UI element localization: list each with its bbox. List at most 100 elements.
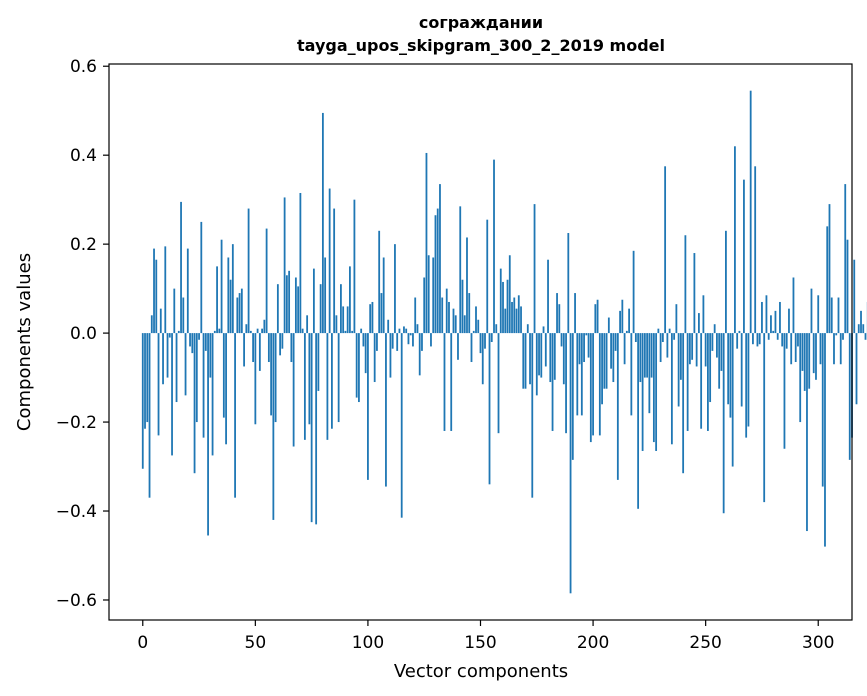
bar-124 [421,333,423,351]
bar-194 [578,333,581,365]
bar-166 [515,308,518,334]
bar-32 [213,330,216,334]
bar-18 [182,297,185,334]
bar-243 [688,333,691,365]
bar-180 [547,259,549,334]
bar-20 [186,248,189,334]
bar-251 [707,333,709,431]
bar-15 [175,333,178,403]
bar-148 [475,306,477,334]
bar-217 [630,333,633,416]
bar-94 [353,199,356,334]
bar-317 [855,333,858,405]
bar-90 [344,330,347,334]
bar-266 [740,333,743,407]
bar-43 [238,293,241,334]
bar-86 [335,315,338,334]
y-tick-label: −0.2 [56,413,97,433]
bar-182 [551,333,554,431]
bar-178 [542,326,545,334]
bar-31 [211,333,214,456]
bar-135 [445,288,448,334]
bar-311 [842,333,844,340]
bar-214 [623,333,626,365]
bar-312 [844,184,847,334]
bar-49 [252,333,254,363]
bar-308 [835,333,838,336]
bar-42 [236,297,239,334]
bar-239 [679,333,682,380]
bar-267 [743,179,745,334]
bar-64 [285,275,288,334]
bar-81 [324,257,327,334]
bar-301 [819,333,822,365]
bar-318 [857,324,860,334]
x-tick-label: 100 [352,633,384,653]
bar-141 [459,206,462,334]
bar-108 [385,333,387,487]
bar-75 [310,333,313,523]
bar-67 [292,333,295,447]
bar-273 [756,333,759,347]
bar-126 [425,152,428,334]
bar-215 [625,330,628,334]
bar-0 [141,333,144,469]
bar-46 [245,324,248,334]
bar-117 [405,328,408,334]
bar-187 [562,333,565,385]
bar-319 [860,310,862,334]
bar-144 [466,237,468,334]
bar-305 [828,204,831,334]
bar-232 [664,166,667,334]
x-tick-label: 50 [245,633,267,653]
bar-112 [394,244,396,334]
bar-177 [540,333,543,378]
bar-167 [517,295,520,334]
bar-165 [513,297,516,334]
bar-304 [826,226,829,334]
bar-175 [535,333,538,396]
bar-87 [337,333,340,423]
bar-114 [398,328,401,334]
bar-105 [378,230,381,334]
bar-283 [779,301,781,334]
bar-164 [511,301,513,334]
bar-213 [621,299,624,334]
bar-120 [412,333,414,347]
bar-185 [558,304,561,334]
bar-307 [833,333,835,365]
bar-110 [389,333,392,378]
bar-121 [414,297,417,334]
bar-115 [400,333,403,518]
bar-70 [299,192,302,334]
bar-27 [202,333,205,438]
bar-55 [265,228,268,334]
bar-298 [812,333,815,374]
bar-259 [725,230,727,334]
bar-297 [810,288,813,334]
bar-221 [639,333,642,383]
bar-205 [603,333,606,389]
bar-265 [738,330,741,334]
bar-199 [589,333,592,443]
bar-92 [349,266,351,334]
bar-26 [200,221,203,334]
bar-122 [416,324,419,334]
bar-306 [830,297,833,334]
bar-249 [702,295,705,334]
bar-125 [423,277,426,334]
bar-79 [319,284,322,334]
bar-300 [817,295,820,334]
bar-314 [848,333,851,460]
bar-19 [184,333,187,396]
bar-287 [788,308,790,334]
bar-234 [668,328,671,334]
bar-21 [189,333,191,347]
bar-137 [450,333,453,431]
bar-262 [731,333,734,467]
bar-233 [666,333,669,358]
bar-140 [457,333,459,360]
bar-230 [659,333,662,363]
bar-99 [364,333,367,374]
